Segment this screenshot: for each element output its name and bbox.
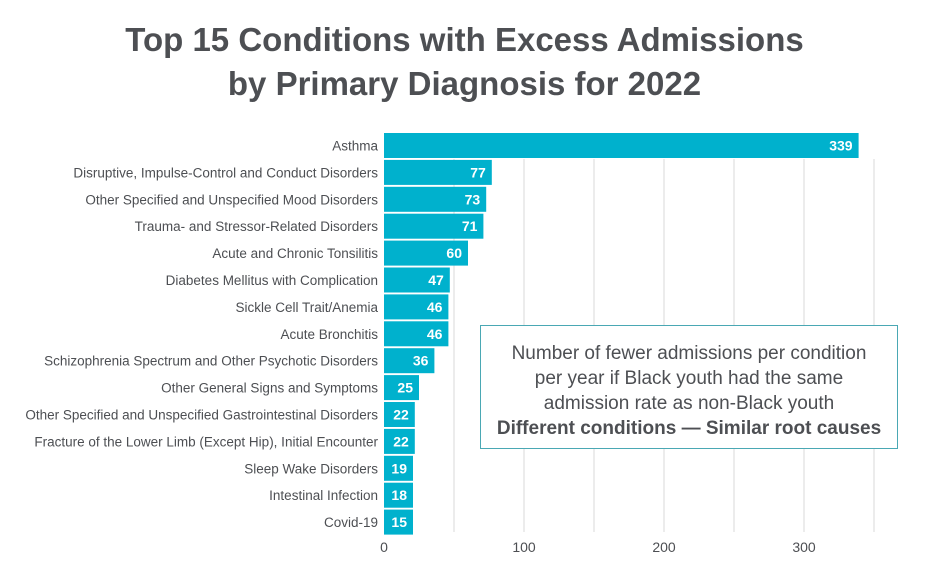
annotation-line-3: admission rate as non-Black youth <box>543 393 835 414</box>
category-labels: Asthma Disruptive, Impulse-Control and Co… <box>25 139 378 531</box>
bar <box>384 482 413 508</box>
category-label: Other Specified and Unspecified Gastroin… <box>25 408 378 423</box>
bar-value-label: 46 <box>427 326 443 342</box>
bar <box>384 213 484 239</box>
x-tick-label: 100 <box>512 539 536 555</box>
bar-value-label: 77 <box>470 164 486 180</box>
bar <box>384 348 435 374</box>
category-label: Trauma- and Stressor-Related Disorders <box>135 219 379 234</box>
category-label: Other General Signs and Symptoms <box>161 381 378 396</box>
bar <box>384 402 415 427</box>
category-label: Sleep Wake Disorders <box>244 461 378 476</box>
category-label: Asthma <box>332 139 378 154</box>
bar-value-label: 46 <box>427 299 443 315</box>
category-label: Intestinal Infection <box>269 488 378 503</box>
bar <box>384 428 415 454</box>
bar <box>384 159 492 185</box>
category-label: Sickle Cell Trait/Anemia <box>235 300 378 315</box>
bar-value-label: 60 <box>446 245 462 261</box>
bar-value-label: 15 <box>391 514 407 530</box>
bar-value-label: 73 <box>465 191 481 207</box>
bar-value-label: 36 <box>413 353 429 369</box>
chart-title-line-1: Top 15 Conditions with Excess Admissions <box>125 21 804 58</box>
category-label: Acute and Chronic Tonsilitis <box>212 246 378 261</box>
category-label: Other Specified and Unspecified Mood Dis… <box>85 192 378 207</box>
bar-value-label: 22 <box>393 433 409 449</box>
category-label: Acute Bronchitis <box>280 327 378 342</box>
category-label: Schizophrenia Spectrum and Other Psychot… <box>44 354 378 369</box>
bar <box>384 509 413 535</box>
chart-title-line-2: by Primary Diagnosis for 2022 <box>227 65 702 102</box>
bar-value-label: 18 <box>391 487 407 503</box>
bar <box>384 186 487 212</box>
annotation-box: Number of fewer admissions per condition… <box>480 325 898 449</box>
bar <box>384 375 419 401</box>
bar <box>384 321 449 347</box>
bar <box>384 294 449 320</box>
x-tick-label: 300 <box>792 539 816 555</box>
bar-value-label: 19 <box>391 460 407 476</box>
annotation-emphasis: Different conditions — Similar root caus… <box>496 418 882 439</box>
category-label: Disruptive, Impulse-Control and Conduct … <box>73 165 378 180</box>
bar <box>384 240 468 266</box>
category-label: Diabetes Mellitus with Complication <box>166 273 378 288</box>
x-tick-label: 0 <box>380 539 388 555</box>
category-label: Covid-19 <box>324 515 378 530</box>
x-tick-label: 200 <box>652 539 676 555</box>
bar-value-label: 22 <box>393 407 409 423</box>
annotation-line-2: per year if Black youth had the same <box>534 368 844 389</box>
bar-value-label: 339 <box>829 138 853 154</box>
bar-value-label: 71 <box>462 218 478 234</box>
chart-title: Top 15 Conditions with Excess Admissions… <box>0 18 929 106</box>
bar <box>384 267 450 293</box>
x-axis-ticks: 0 100 200 300 <box>380 539 816 555</box>
bar-value-label: 47 <box>428 272 444 288</box>
category-label: Fracture of the Lower Limb (Except Hip),… <box>34 434 378 449</box>
bar <box>384 133 859 158</box>
bar-value-label: 25 <box>397 380 413 396</box>
bar <box>384 455 413 481</box>
annotation-line-1: Number of fewer admissions per condition <box>511 343 867 364</box>
